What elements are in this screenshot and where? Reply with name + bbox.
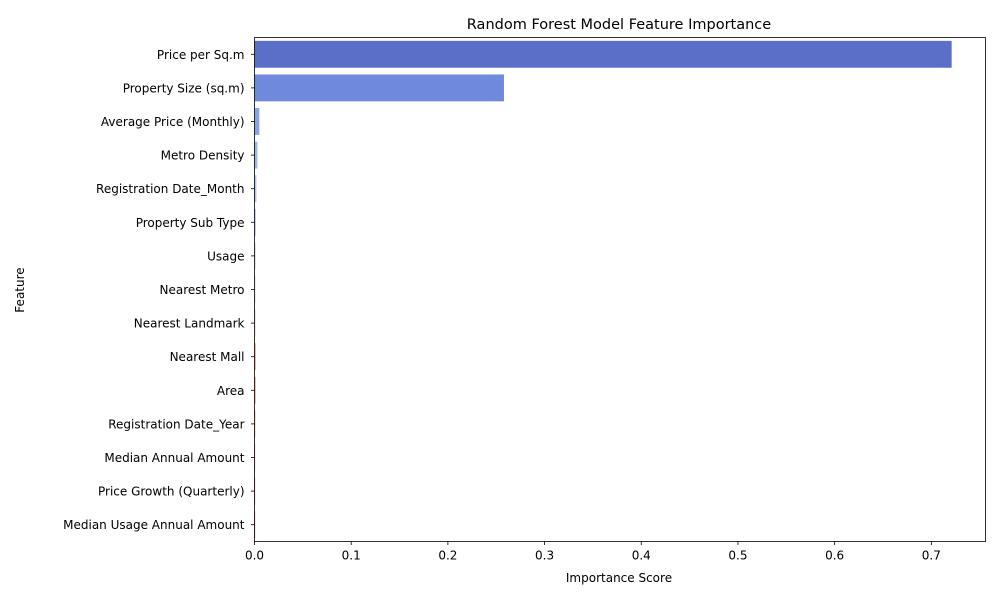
x-tick-label: 0.2	[438, 549, 457, 563]
bar	[254, 74, 504, 102]
y-tick-label: Nearest Metro	[160, 283, 245, 297]
bar	[254, 242, 256, 270]
bar	[254, 376, 256, 404]
y-axis-ticks: Price per Sq.m Property Size (sq.m) Averag…	[63, 48, 255, 532]
x-tick-label: 0.3	[535, 549, 554, 563]
y-axis-label: Feature	[13, 267, 27, 312]
x-tick-label: 0.0	[245, 549, 264, 563]
y-tick-label: Registration Date_Year	[108, 417, 244, 431]
chart-title: Random Forest Model Feature Importance	[467, 17, 771, 33]
y-tick-label: Usage	[207, 249, 244, 263]
plot-frame	[254, 37, 986, 542]
bar	[254, 208, 256, 236]
bar	[254, 141, 258, 169]
y-tick-label: Registration Date_Month	[96, 182, 244, 196]
bar	[254, 40, 952, 68]
y-tick-label: Metro Density	[161, 149, 245, 163]
y-tick-label: Property Sub Type	[136, 216, 245, 230]
x-axis-ticks: 0.0 0.1 0.2 0.3 0.4 0.5 0.6 0.7	[245, 541, 941, 563]
bars-layer	[254, 40, 952, 539]
y-tick-label: Median Annual Amount	[104, 451, 244, 465]
x-tick-label: 0.1	[342, 549, 361, 563]
y-tick-label: Price Growth (Quarterly)	[98, 485, 245, 499]
y-tick-label: Property Size (sq.m)	[123, 81, 245, 95]
bar	[254, 175, 257, 203]
bar	[254, 276, 256, 303]
x-tick-label: 0.6	[825, 549, 844, 563]
x-tick-label: 0.5	[728, 549, 747, 563]
y-tick-label: Price per Sq.m	[157, 48, 245, 62]
y-tick-label: Median Usage Annual Amount	[63, 518, 245, 532]
bar	[254, 309, 256, 337]
bar	[254, 343, 256, 371]
y-tick-label: Nearest Landmark	[134, 317, 245, 331]
y-tick-label: Nearest Mall	[170, 350, 245, 364]
y-tick-label: Average Price (Monthly)	[101, 115, 245, 129]
bar	[254, 108, 260, 135]
x-tick-label: 0.4	[632, 549, 651, 563]
x-tick-label: 0.7	[922, 549, 941, 563]
y-tick-label: Area	[217, 384, 245, 398]
x-axis-label: Importance Score	[566, 571, 672, 585]
